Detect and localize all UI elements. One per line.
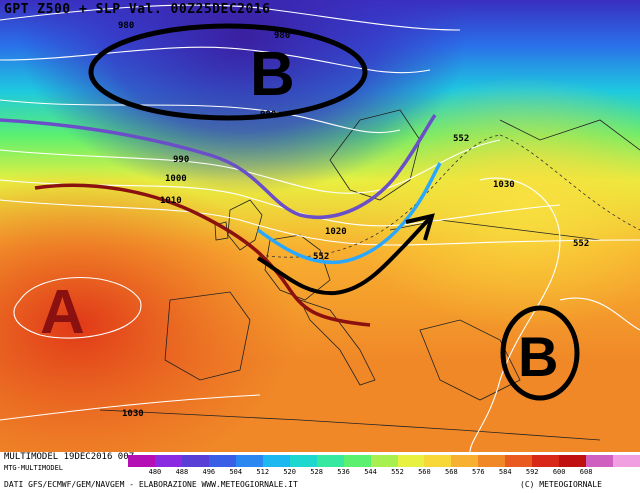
color-scale-swatch — [613, 455, 640, 467]
color-scale-tick: 584 — [498, 468, 512, 476]
color-scale-tick: 592 — [525, 468, 539, 476]
credits: DATI GFS/ECMWF/GEM/NAVGEM - ELABORAZIONE… — [4, 480, 298, 489]
color-scale-swatch — [505, 455, 533, 467]
model-label: MTG-MULTIMODEL — [4, 464, 64, 472]
color-scale — [128, 455, 640, 467]
isobar-label: 980 — [118, 21, 134, 31]
color-scale-tick: 568 — [445, 468, 458, 476]
isobar-label: 980 — [274, 31, 290, 41]
color-scale-swatch — [128, 455, 155, 467]
color-scale-swatch — [451, 455, 479, 467]
color-scale-swatch — [343, 455, 371, 467]
color-scale-swatch — [397, 455, 425, 467]
color-scale-swatch — [289, 455, 317, 467]
isobar-label: 1010 — [160, 196, 182, 206]
jet-red — [34, 183, 371, 327]
color-scale-tick: 544 — [364, 468, 377, 476]
map-title: GPT Z500 + SLP Val. 00Z25DEC2016 — [4, 2, 271, 17]
color-scale-tick: 520 — [283, 468, 296, 476]
color-scale-tick: 488 — [175, 468, 189, 476]
flow-arrow-head — [405, 213, 435, 241]
low-pressure-letter-east: B — [518, 325, 558, 388]
color-scale-tick: 528 — [310, 468, 323, 476]
low-pressure-ring-east — [500, 305, 580, 401]
color-scale-swatch — [478, 455, 506, 467]
color-scale-swatch — [235, 455, 263, 467]
copyright: (C) METEOGIORNALE — [520, 480, 602, 489]
weather-map: B A B 980 980 980 990 1000 1010 1020 103… — [0, 0, 640, 452]
isobar-label: 1020 — [325, 227, 347, 237]
z500-label: 552 — [573, 239, 589, 249]
color-scale-swatch — [154, 455, 182, 467]
color-scale-swatch — [262, 455, 290, 467]
jet-cyan — [256, 162, 442, 265]
color-scale-tick: 536 — [337, 468, 350, 476]
color-scale-tick: 576 — [471, 468, 485, 476]
isobar-label: 990 — [173, 155, 189, 165]
color-scale-swatch — [424, 455, 452, 467]
flow-arrow — [256, 216, 432, 296]
color-scale-swatch — [586, 455, 614, 467]
isobar-label: 1030 — [122, 409, 144, 419]
color-scale-swatch — [559, 455, 587, 467]
color-scale-swatch — [532, 455, 560, 467]
low-pressure-letter-north: B — [250, 40, 295, 109]
color-scale-tick: 512 — [256, 468, 270, 476]
color-scale-tick: 480 — [148, 468, 162, 476]
color-scale-tick: 552 — [391, 468, 404, 476]
color-scale-tick: 504 — [229, 468, 243, 476]
color-scale-ticks: 480 488 496 504 512 520 528 536 544 552 560 568 576 5… — [128, 468, 640, 478]
color-scale-tick: 560 — [418, 468, 431, 476]
color-scale-tick: 608 — [579, 468, 593, 476]
isobar-label: 1030 — [493, 180, 515, 190]
z500-label: 552 — [453, 134, 469, 144]
isobar-label: 980 — [260, 110, 276, 120]
color-scale-tick: 600 — [552, 468, 566, 476]
z500-label: 552 — [313, 252, 329, 262]
color-scale-swatch — [370, 455, 398, 467]
isobars — [0, 4, 640, 452]
high-pressure-letter: A — [40, 278, 85, 347]
run-label: MULTIMODEL 19DEC2016 00Z — [4, 452, 135, 462]
color-scale-swatch — [316, 455, 344, 467]
color-scale-tick: 496 — [202, 468, 216, 476]
color-scale-swatch — [181, 455, 209, 467]
coastlines — [99, 109, 640, 441]
isobar-label: 1000 — [165, 174, 187, 184]
color-scale-swatch — [208, 455, 236, 467]
low-pressure-ring-north — [88, 23, 368, 121]
jet-purple — [0, 114, 437, 219]
